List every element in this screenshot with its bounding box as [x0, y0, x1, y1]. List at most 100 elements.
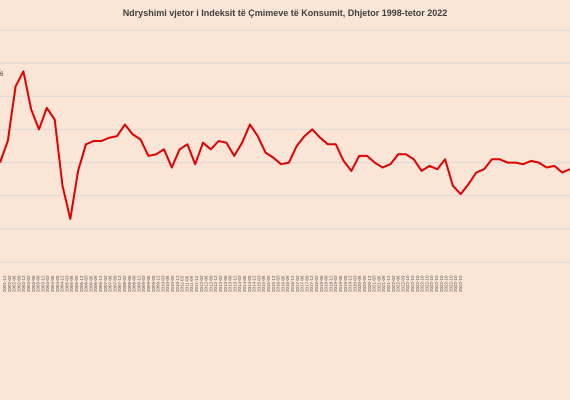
x-tick-label: 2006-03: [84, 275, 89, 292]
x-tick-label: 2013-03: [218, 275, 223, 292]
x-tick-label: 2009-03: [141, 275, 146, 292]
x-tick-label: 2018-06: [319, 275, 324, 292]
x-tick-label: 2013-06: [223, 275, 228, 292]
x-tick-label: 2003-06: [31, 275, 36, 292]
x-tick-label: 2013-12: [232, 275, 237, 292]
x-tick-label: 2004-12: [60, 275, 65, 292]
x-tick-label: 2022-09: [400, 275, 405, 292]
x-tick-label: 2012-12: [213, 275, 218, 292]
x-tick-label: 2011-09: [189, 275, 194, 292]
x-tick-label: 2004-09: [55, 275, 60, 292]
x-tick-label: 2010-03: [160, 275, 165, 292]
x-tick-label: 2021-09: [381, 275, 386, 292]
x-tick-label: 2007-03: [103, 275, 108, 292]
x-tick-label: 2005-06: [69, 275, 74, 292]
x-tick-label: 2002-06: [12, 275, 17, 292]
x-tick-label: 2011-03: [180, 275, 185, 292]
x-tick-label: 2022-10: [415, 275, 420, 292]
x-tick-label: 2014-06: [242, 275, 247, 292]
x-tick-label: 2016-06: [280, 275, 285, 292]
x-tick-label: 2022-10: [405, 275, 410, 292]
x-tick-label: 2022-10: [448, 275, 453, 292]
x-tick-label: 2005-09: [74, 275, 79, 292]
x-tick-label: 2010-06: [165, 275, 170, 292]
x-tick-label: 2010-09: [170, 275, 175, 292]
annotation-label: 7.6: [0, 72, 4, 78]
x-tick-label: 2014-03: [237, 275, 242, 292]
x-tick-label: 2002-12: [21, 275, 26, 292]
x-tick-label: 2003-12: [40, 275, 45, 292]
x-tick-label: 2017-09: [304, 275, 309, 292]
x-tick-label: 2007-09: [112, 275, 117, 292]
x-tick-label: 2022-10: [453, 275, 458, 292]
x-tick-label: 2017-06: [300, 275, 305, 292]
x-tick-label: 2002-03: [7, 275, 12, 292]
x-tick-label: 2004-06: [50, 275, 55, 292]
x-tick-label: 2006-06: [88, 275, 93, 292]
x-tick-label: 2022-03: [391, 275, 396, 292]
x-tick-label: 2021-03: [372, 275, 377, 292]
x-tick-label: 2020-12: [367, 275, 372, 292]
x-tick-label: 2021-06: [376, 275, 381, 292]
x-tick-label: 2022-10: [434, 275, 439, 292]
x-tick-label: 2007-12: [117, 275, 122, 292]
x-tick-label: 2005-03: [64, 275, 69, 292]
cpi-series-line: [0, 70, 570, 220]
x-tick-label: 2013-09: [228, 275, 233, 292]
x-tick-label: 2016-09: [285, 275, 290, 292]
x-tick-label: 2015-09: [266, 275, 271, 292]
x-tick-label: 2018-03: [314, 275, 319, 292]
x-tick-label: 2020-09: [362, 275, 367, 292]
x-tick-label: 2003-03: [26, 275, 31, 292]
x-tick-label: 2022-10: [458, 275, 463, 292]
x-tick-label: 2018-09: [324, 275, 329, 292]
x-tick-label: 2015-06: [261, 275, 266, 292]
x-tick-label: 2022-10: [420, 275, 425, 292]
x-tick-label: 2012-09: [208, 275, 213, 292]
x-tick-label: 2017-03: [295, 275, 300, 292]
x-tick-label: 2022-06: [396, 275, 401, 292]
x-tick-label: 2009-06: [146, 275, 151, 292]
x-tick-label: 2006-09: [93, 275, 98, 292]
x-axis-tick-labels: 2001-12 2002-03 2002-06 2002-09 2002-12 2003-…: [2, 275, 463, 292]
x-tick-label: 2022-10: [410, 275, 415, 292]
x-tick-label: 2007-06: [108, 275, 113, 292]
cpi-series-points: [0, 71, 570, 219]
x-tick-label: 2004-03: [45, 275, 50, 292]
x-tick-label: 2011-12: [194, 275, 199, 292]
x-tick-label: 2012-03: [199, 275, 204, 292]
x-tick-label: 2017-12: [309, 275, 314, 292]
x-tick-label: 2009-09: [151, 275, 156, 292]
x-tick-label: 2022-10: [444, 275, 449, 292]
x-tick-label: 2019-06: [338, 275, 343, 292]
x-tick-label: 2015-03: [256, 275, 261, 292]
x-tick-label: 2019-03: [333, 275, 338, 292]
x-tick-label: 2020-03: [352, 275, 357, 292]
x-tick-label: 2001-12: [2, 275, 7, 292]
x-tick-label: 2022-10: [429, 275, 434, 292]
x-tick-label: 2016-03: [276, 275, 281, 292]
x-tick-label: 2008-06: [127, 275, 132, 292]
x-tick-label: 2003-09: [36, 275, 41, 292]
x-tick-label: 2020-06: [357, 275, 362, 292]
x-tick-label: 2019-12: [348, 275, 353, 292]
x-tick-label: 2014-12: [252, 275, 257, 292]
x-tick-label: 2008-09: [132, 275, 137, 292]
x-tick-label: 2008-03: [122, 275, 127, 292]
chart-title: Ndryshimi vjetor i Indeksit të Çmimeve t…: [122, 8, 448, 18]
x-tick-label: 2014-09: [247, 275, 252, 292]
x-tick-label: 2011-06: [184, 275, 189, 292]
x-tick-label: 2018-12: [328, 275, 333, 292]
x-tick-label: 2009-12: [156, 275, 161, 292]
x-tick-label: 2010-12: [175, 275, 180, 292]
x-tick-label: 2016-12: [290, 275, 295, 292]
x-tick-label: 2021-12: [386, 275, 391, 292]
x-tick-label: 2006-12: [98, 275, 103, 292]
x-tick-label: 2008-12: [136, 275, 141, 292]
x-tick-label: 2022-10: [424, 275, 429, 292]
gridlines: [0, 29, 570, 263]
x-tick-label: 2002-09: [16, 275, 21, 292]
x-tick-label: 2015-12: [271, 275, 276, 292]
